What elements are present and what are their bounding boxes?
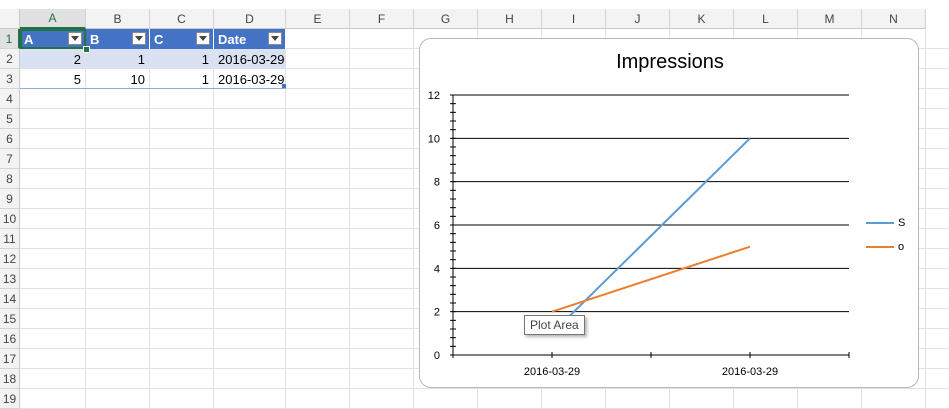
legend-item-s[interactable]: S bbox=[866, 211, 905, 235]
table-header-label: B bbox=[90, 31, 100, 47]
plot-area-tooltip: Plot Area bbox=[524, 315, 585, 335]
row-header-15[interactable]: 15 bbox=[0, 309, 20, 329]
x-tick-label: 2016-03-29 bbox=[524, 366, 580, 378]
row-header-14[interactable]: 14 bbox=[0, 289, 20, 309]
column-header-g[interactable]: G bbox=[414, 9, 478, 29]
filter-dropdown-icon[interactable] bbox=[68, 32, 82, 45]
column-header-h[interactable]: H bbox=[478, 9, 542, 29]
y-tick-label: 12 bbox=[428, 90, 440, 102]
chart-legend[interactable]: S o bbox=[866, 211, 905, 259]
chart[interactable]: 0 2 4 6 8 10 12 2016-03-29 2016-03-29 Impression… bbox=[419, 38, 919, 388]
column-header-k[interactable]: K bbox=[670, 9, 734, 29]
table-cell[interactable]: 2 bbox=[20, 49, 85, 69]
row-header-1[interactable]: 1 bbox=[0, 29, 20, 49]
x-tick-label: 2016-03-29 bbox=[722, 366, 778, 378]
table-bottom-border bbox=[20, 88, 286, 89]
table-resize-handle[interactable] bbox=[282, 84, 286, 88]
gridline-vertical bbox=[413, 29, 414, 409]
gridline-vertical bbox=[85, 29, 86, 409]
table-header-c[interactable]: C bbox=[150, 29, 214, 49]
table-cell[interactable]: 1 bbox=[150, 69, 213, 89]
column-header-c[interactable]: C bbox=[150, 9, 214, 29]
row-header-6[interactable]: 6 bbox=[0, 129, 20, 149]
series-line-o[interactable] bbox=[551, 245, 751, 313]
gridline-vertical bbox=[149, 29, 150, 409]
select-all-corner[interactable] bbox=[0, 9, 20, 29]
column-header-i[interactable]: I bbox=[542, 9, 606, 29]
legend-label-o: o bbox=[898, 241, 905, 253]
row-header-9[interactable]: 9 bbox=[0, 189, 20, 209]
gridline-vertical bbox=[213, 29, 214, 409]
table-cell[interactable]: 5 bbox=[20, 69, 85, 89]
table-header-date[interactable]: Date bbox=[214, 29, 286, 49]
filter-dropdown-icon[interactable] bbox=[268, 32, 282, 45]
table-header-b[interactable]: B bbox=[86, 29, 150, 49]
legend-swatch-o bbox=[866, 246, 894, 248]
table-cell[interactable]: 2016-03-29 bbox=[214, 69, 285, 89]
y-tick-label: 0 bbox=[434, 350, 440, 362]
row-header-19[interactable]: 19 bbox=[0, 389, 20, 409]
top-strip bbox=[0, 0, 949, 9]
chart-plot[interactable]: 0 2 4 6 8 10 12 2016-03-29 2016-03-29 bbox=[420, 39, 920, 389]
table-header-label: A bbox=[24, 31, 34, 47]
column-header-e[interactable]: E bbox=[286, 9, 350, 29]
gridline-vertical bbox=[285, 29, 286, 409]
row-header-4[interactable]: 4 bbox=[0, 89, 20, 109]
chart-title[interactable]: Impressions bbox=[616, 51, 724, 73]
row-header-7[interactable]: 7 bbox=[0, 149, 20, 169]
table-cell[interactable]: 2016-03-29 bbox=[214, 49, 285, 69]
column-header-d[interactable]: D bbox=[214, 9, 286, 29]
gridline-horizontal bbox=[20, 388, 949, 389]
table-header-label: C bbox=[154, 31, 164, 47]
table-header-a[interactable]: A bbox=[20, 29, 86, 49]
series-line-s[interactable] bbox=[551, 137, 751, 335]
gridline-vertical bbox=[925, 29, 926, 409]
row-header-18[interactable]: 18 bbox=[0, 369, 20, 389]
y-tick-label: 10 bbox=[428, 133, 440, 145]
fill-handle[interactable] bbox=[83, 46, 90, 53]
row-header-5[interactable]: 5 bbox=[0, 109, 20, 129]
row-header-10[interactable]: 10 bbox=[0, 209, 20, 229]
y-tick-label: 2 bbox=[434, 307, 440, 319]
column-header-a[interactable]: A bbox=[20, 9, 86, 29]
column-header-n[interactable]: N bbox=[862, 9, 926, 29]
gridline-vertical bbox=[349, 29, 350, 409]
column-header-l[interactable]: L bbox=[734, 9, 798, 29]
column-header-j[interactable]: J bbox=[606, 9, 670, 29]
row-header-3[interactable]: 3 bbox=[0, 69, 20, 89]
legend-item-o[interactable]: o bbox=[866, 235, 905, 259]
table-cell[interactable]: 10 bbox=[86, 69, 149, 89]
row-header-13[interactable]: 13 bbox=[0, 269, 20, 289]
filter-dropdown-icon[interactable] bbox=[132, 32, 146, 45]
y-tick-label: 4 bbox=[434, 263, 440, 275]
column-header-b[interactable]: B bbox=[86, 9, 150, 29]
y-tick-label: 6 bbox=[434, 220, 440, 232]
row-header-16[interactable]: 16 bbox=[0, 329, 20, 349]
row-header-17[interactable]: 17 bbox=[0, 349, 20, 369]
table-cell[interactable]: 1 bbox=[86, 49, 149, 69]
row-header-2[interactable]: 2 bbox=[0, 49, 20, 69]
row-header-11[interactable]: 11 bbox=[0, 229, 20, 249]
legend-label-s: S bbox=[898, 217, 906, 229]
row-header-8[interactable]: 8 bbox=[0, 169, 20, 189]
y-tick-label: 8 bbox=[434, 177, 440, 189]
column-header-f[interactable]: F bbox=[350, 9, 414, 29]
column-header-m[interactable]: M bbox=[798, 9, 862, 29]
filter-dropdown-icon[interactable] bbox=[196, 32, 210, 45]
row-header-12[interactable]: 12 bbox=[0, 249, 20, 269]
table-cell[interactable]: 1 bbox=[150, 49, 213, 69]
table-header-label: Date bbox=[218, 31, 247, 47]
legend-swatch-s bbox=[866, 222, 894, 224]
